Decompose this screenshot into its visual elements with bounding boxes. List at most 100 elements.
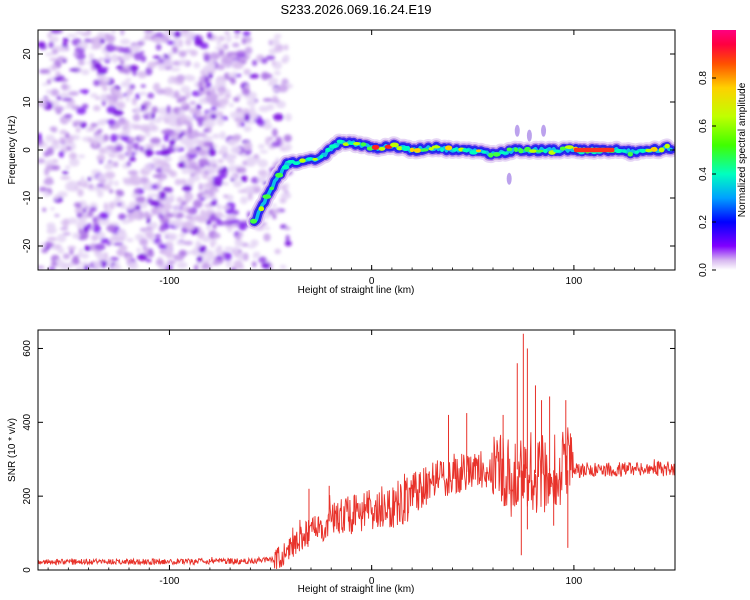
noise-blob [165, 213, 175, 218]
noise-blob [125, 119, 130, 129]
noise-blob [114, 196, 121, 200]
noise-blob [176, 74, 185, 83]
noise-blob [50, 261, 58, 267]
noise-blob [198, 158, 208, 165]
noise-blob [226, 51, 237, 56]
signal-blob [329, 144, 338, 149]
colorbar-tick-label: 0.2 [698, 215, 709, 229]
noise-blob [67, 245, 77, 250]
noise-blob [38, 158, 46, 164]
noise-blob [106, 262, 112, 268]
noise-blob [206, 90, 211, 97]
noise-blob [94, 41, 103, 49]
noise-blob [96, 173, 108, 181]
noise-blob [78, 231, 89, 240]
noise-blob [76, 107, 87, 115]
snr-x-tick-label: -100 [159, 576, 179, 587]
noise-blob [149, 200, 161, 207]
noise-blob [159, 217, 170, 225]
spectrogram-y-tick-label: 10 [22, 96, 33, 108]
noise-blob [198, 182, 203, 192]
noise-blob [210, 113, 217, 120]
noise-blob [105, 148, 114, 155]
spectrogram-y-tick-label: -10 [22, 190, 33, 205]
noise-blob [56, 95, 62, 101]
noise-blob [113, 238, 122, 242]
noise-blob [241, 37, 247, 45]
noise-blob [195, 116, 205, 123]
noise-blob [200, 197, 206, 201]
noise-blob [146, 143, 155, 149]
noise-blob [44, 177, 54, 186]
noise-blob [187, 126, 193, 135]
noise-blob [174, 178, 182, 186]
signal-blob [286, 160, 295, 164]
noise-blob [142, 109, 148, 115]
noise-blob [59, 137, 66, 143]
noise-blob [178, 59, 188, 66]
signal-blob [319, 154, 324, 159]
colorbar-gradient [712, 30, 736, 270]
noise-blob [106, 224, 116, 232]
noise-blob [201, 265, 207, 270]
noise-blob [144, 30, 153, 34]
noise-blob [169, 132, 179, 137]
snr-x-tick-label: 0 [369, 576, 375, 587]
noise-blob [228, 164, 237, 173]
noise-blob [111, 30, 116, 35]
noise-blob [176, 261, 188, 269]
noise-blob [155, 258, 164, 267]
noise-blob [274, 44, 284, 53]
noise-blob [207, 147, 217, 157]
noise-blob [197, 245, 206, 253]
noise-blob [53, 194, 59, 200]
signal-peak-streak [573, 147, 615, 153]
noise-blob [110, 126, 118, 131]
noise-blob [185, 38, 192, 46]
noise-blob [113, 161, 119, 168]
noise-blob [168, 50, 173, 59]
signal-blob [275, 172, 284, 178]
noise-blob [127, 170, 139, 176]
colorbar-label: Normalized spectral amplitude [737, 82, 748, 217]
noise-blob [191, 247, 200, 256]
noise-blob [58, 46, 68, 52]
noise-blob [88, 52, 95, 61]
noise-blob [145, 231, 155, 239]
noise-blob [59, 92, 70, 98]
noise-blob [38, 101, 48, 108]
noise-blob [242, 30, 251, 37]
noise-blob [235, 53, 247, 58]
signal-blob [431, 145, 441, 149]
noise-blob [285, 234, 290, 243]
noise-blob [203, 141, 211, 148]
noise-blob [166, 105, 171, 114]
noise-blob [259, 149, 269, 154]
noise-blob [114, 180, 119, 187]
noise-blob [233, 260, 244, 269]
noise-blob [238, 253, 244, 261]
signal-blob [475, 149, 482, 153]
noise-blob [212, 55, 220, 60]
signal-blob [559, 146, 566, 151]
noise-blob [130, 122, 136, 127]
noise-blob [67, 262, 75, 268]
noise-blob [132, 70, 137, 76]
noise-blob [177, 161, 187, 169]
noise-blob [129, 174, 141, 183]
noise-blob [189, 49, 198, 57]
noise-blob [212, 133, 220, 139]
noise-blob [216, 38, 222, 47]
noise-blob [75, 127, 81, 133]
noise-blob [163, 133, 170, 142]
noise-blob [41, 248, 49, 254]
noise-blob [128, 202, 136, 207]
noise-blob [243, 125, 252, 133]
noise-blob [71, 257, 80, 265]
noise-blob [79, 220, 88, 227]
noise-blob [215, 165, 223, 170]
noise-blob [66, 33, 77, 38]
signal-blob [488, 152, 494, 158]
noise-blob [105, 34, 116, 43]
